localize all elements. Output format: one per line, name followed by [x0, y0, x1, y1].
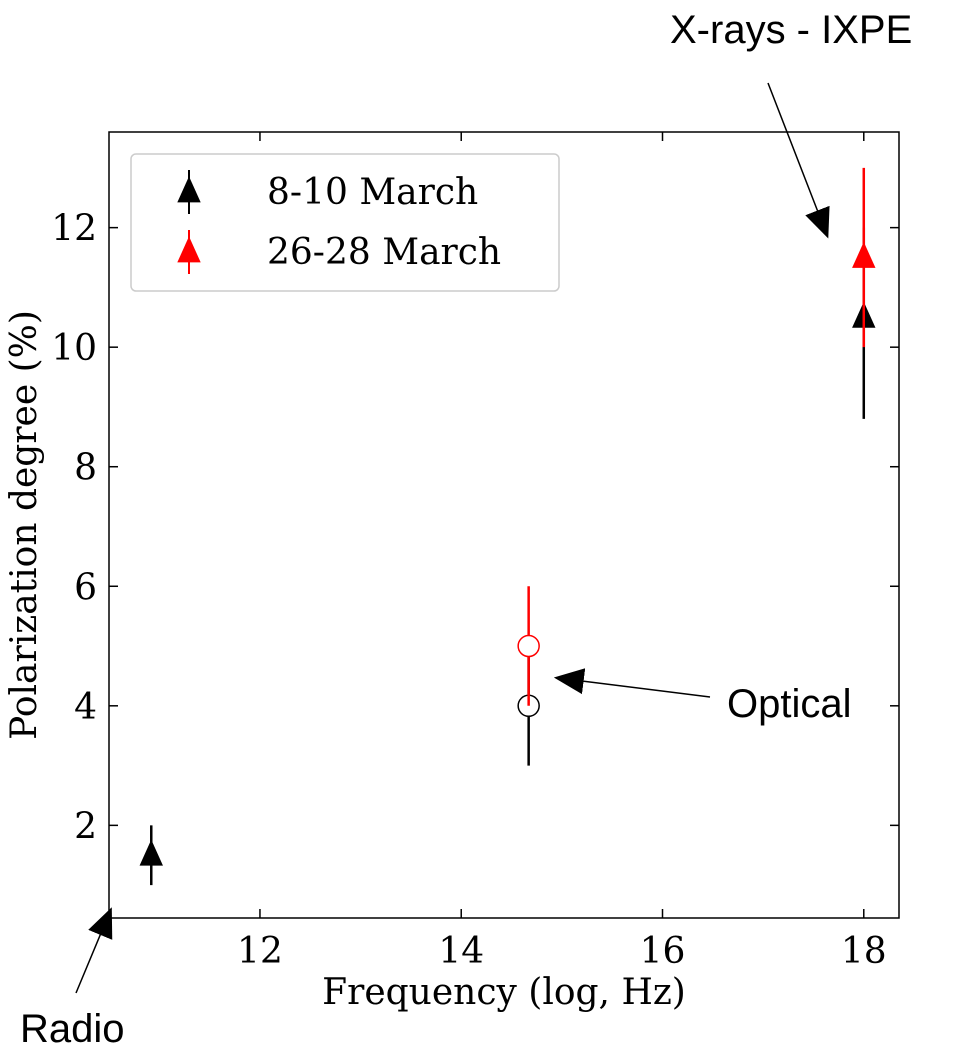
x-tick-label: 18 — [841, 931, 887, 972]
plot-frame — [108, 131, 900, 919]
annotations-layer: X-rays - IXPE Optical Radio — [20, 8, 912, 1049]
legend-label: 8-10 March — [267, 172, 478, 213]
x-tick-label: 16 — [640, 931, 686, 972]
legend-label: 26-28 March — [267, 232, 501, 273]
legend-entry-0: 8-10 March — [177, 170, 478, 214]
data-point-triangle — [852, 241, 876, 268]
y-tick-label: 12 — [51, 209, 97, 250]
x-tick-label: 14 — [438, 931, 484, 972]
x-tick-label: 12 — [237, 931, 283, 972]
axis-ticks — [109, 132, 899, 918]
annotation-xrays-arrow — [767, 82, 830, 239]
annotation-optical-arrow — [553, 668, 711, 698]
legend: 8-10 March 26-28 March — [130, 153, 560, 292]
data-point-circle — [517, 634, 540, 658]
y-tick-label: 10 — [51, 328, 97, 369]
y-tick-label: 6 — [74, 567, 97, 608]
series-0 — [139, 227, 876, 886]
data-point-triangle — [139, 839, 163, 866]
series-layer — [139, 167, 876, 886]
annotation-optical-label: Optical — [727, 682, 852, 726]
legend-box — [130, 153, 560, 292]
legend-entry-1: 26-28 March — [177, 230, 501, 274]
y-tick-label: 4 — [74, 687, 97, 728]
axis-tick-labels: 12 14 16 18 2 4 6 8 10 12 — [51, 209, 886, 972]
x-axis-title: Frequency (log, Hz) — [322, 972, 686, 1013]
annotation-radio-label: Radio — [20, 1007, 125, 1049]
y-axis-title: Polarization degree (%) — [4, 310, 45, 740]
annotation-xrays-label: X-rays - IXPE — [670, 8, 912, 52]
series-1 — [517, 167, 876, 706]
annotation-radio-arrow — [75, 907, 113, 994]
y-tick-label: 2 — [74, 806, 97, 847]
y-tick-label: 8 — [74, 448, 97, 489]
legend-marker — [177, 176, 201, 203]
legend-marker — [177, 236, 201, 263]
